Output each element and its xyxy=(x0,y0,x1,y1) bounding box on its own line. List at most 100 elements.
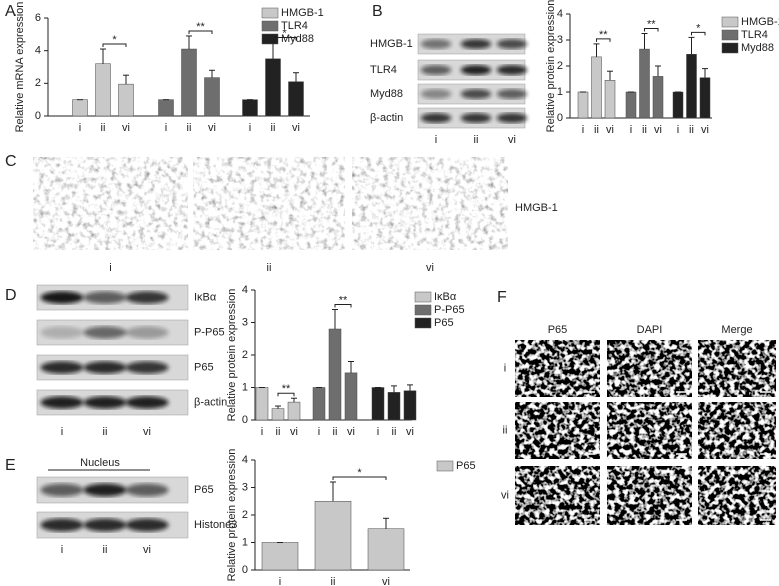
bar xyxy=(265,58,281,117)
blot-row-label: Myd88 xyxy=(370,88,403,100)
x-tick-label: i xyxy=(377,426,379,438)
blot-band xyxy=(496,39,528,49)
x-tick-label: ii xyxy=(392,426,397,438)
bar xyxy=(242,99,258,117)
x-tick-label: vi xyxy=(406,426,414,438)
blot-band xyxy=(420,113,452,123)
legend-label: Myd88 xyxy=(741,42,774,54)
x-tick-label: i xyxy=(677,124,679,136)
fluorescence-image xyxy=(515,340,600,397)
blot-band xyxy=(40,291,84,304)
y-axis-label: Relative protein expression xyxy=(226,449,238,582)
blot-band xyxy=(460,65,492,75)
x-tick-label: i xyxy=(165,122,167,134)
blot-band xyxy=(420,89,452,99)
legend-label: TLR4 xyxy=(281,20,308,32)
x-tick-label: i xyxy=(279,576,281,586)
x-tick-label: i xyxy=(261,426,263,438)
fluorescence-image xyxy=(607,402,692,459)
legend-label: IκBα xyxy=(434,291,457,303)
bar xyxy=(255,387,269,421)
blot-band xyxy=(40,361,84,374)
y-tick-label: 2 xyxy=(557,60,563,72)
blot-band xyxy=(420,39,452,49)
lane-label: vi xyxy=(508,134,516,146)
histology-image xyxy=(352,157,508,250)
bar xyxy=(639,48,650,119)
y-axis-label: Relative protein expression xyxy=(545,0,557,132)
bar xyxy=(387,392,401,421)
x-tick-label: i xyxy=(318,426,320,438)
blot-header: Nucleus xyxy=(80,457,120,469)
panel-letter: D xyxy=(5,287,17,304)
bar xyxy=(181,48,197,117)
histology-label: vi xyxy=(426,262,434,274)
x-tick-label: vi xyxy=(382,576,390,586)
y-tick-label: 1 xyxy=(557,86,563,98)
blot-band xyxy=(496,89,528,99)
significance-bracket xyxy=(596,38,611,42)
y-tick-label: 4 xyxy=(242,284,248,296)
blot-row-label: Histone3 xyxy=(194,519,237,531)
panel-letter: C xyxy=(5,153,17,170)
fluo-column-label: Merge xyxy=(721,324,752,336)
blot-band xyxy=(83,483,127,497)
x-tick-label: vi xyxy=(347,426,355,438)
legend-swatch xyxy=(414,291,432,303)
legend-swatch xyxy=(721,16,739,28)
y-tick-label: 3 xyxy=(557,34,563,46)
significance-bracket xyxy=(272,37,297,41)
blot-band xyxy=(125,483,169,497)
fluorescence-image xyxy=(607,466,692,525)
panel-letter: A xyxy=(5,3,16,20)
blot-band xyxy=(83,291,127,304)
x-tick-label: ii xyxy=(271,122,276,134)
y-tick-label: 1 xyxy=(242,381,248,393)
blot-row-label: HMGB-1 xyxy=(370,38,413,50)
bar xyxy=(204,77,220,117)
x-tick-label: vi xyxy=(292,122,300,134)
lane-label: ii xyxy=(103,544,108,556)
significance-label: * xyxy=(696,22,701,34)
significance-bracket xyxy=(691,31,706,36)
bar xyxy=(271,408,285,421)
blot-band xyxy=(40,396,84,409)
blot-band xyxy=(83,361,127,374)
histology-image xyxy=(193,157,345,250)
bar xyxy=(344,372,358,421)
bar xyxy=(261,542,299,571)
blot-band xyxy=(40,483,84,497)
significance-label: * xyxy=(282,27,287,39)
bar xyxy=(367,528,405,571)
y-axis-label: Relative mRNA expression xyxy=(14,2,26,133)
bar xyxy=(591,56,602,119)
lane-label: vi xyxy=(143,544,151,556)
x-tick-label: ii xyxy=(331,576,336,586)
fluo-row-label: ii xyxy=(503,424,508,436)
histology-label: i xyxy=(109,262,111,274)
stain-label: HMGB-1 xyxy=(515,202,558,214)
blot-band xyxy=(460,39,492,49)
y-tick-label: 0 xyxy=(242,414,248,426)
x-tick-label: ii xyxy=(276,426,281,438)
legend-label: P-P65 xyxy=(434,304,465,316)
blot-row-label: P65 xyxy=(194,484,214,496)
bar xyxy=(328,328,342,421)
blot-band xyxy=(125,396,169,409)
y-tick-label: 3 xyxy=(242,316,248,328)
y-tick-label: 3 xyxy=(242,481,248,493)
bar xyxy=(699,77,711,119)
legend-label: TLR4 xyxy=(741,29,768,41)
bar xyxy=(625,91,637,119)
blot-band xyxy=(125,361,169,374)
bar xyxy=(312,387,326,421)
blot-band xyxy=(83,518,127,532)
fluorescence-image xyxy=(698,402,776,459)
fluorescence-image xyxy=(698,466,776,525)
blot-band xyxy=(83,326,127,339)
x-tick-label: i xyxy=(79,122,81,134)
legend-swatch xyxy=(721,42,739,54)
blot-row-label: IκBα xyxy=(194,291,217,303)
fluorescence-image xyxy=(515,402,600,459)
significance-bracket xyxy=(188,30,213,34)
